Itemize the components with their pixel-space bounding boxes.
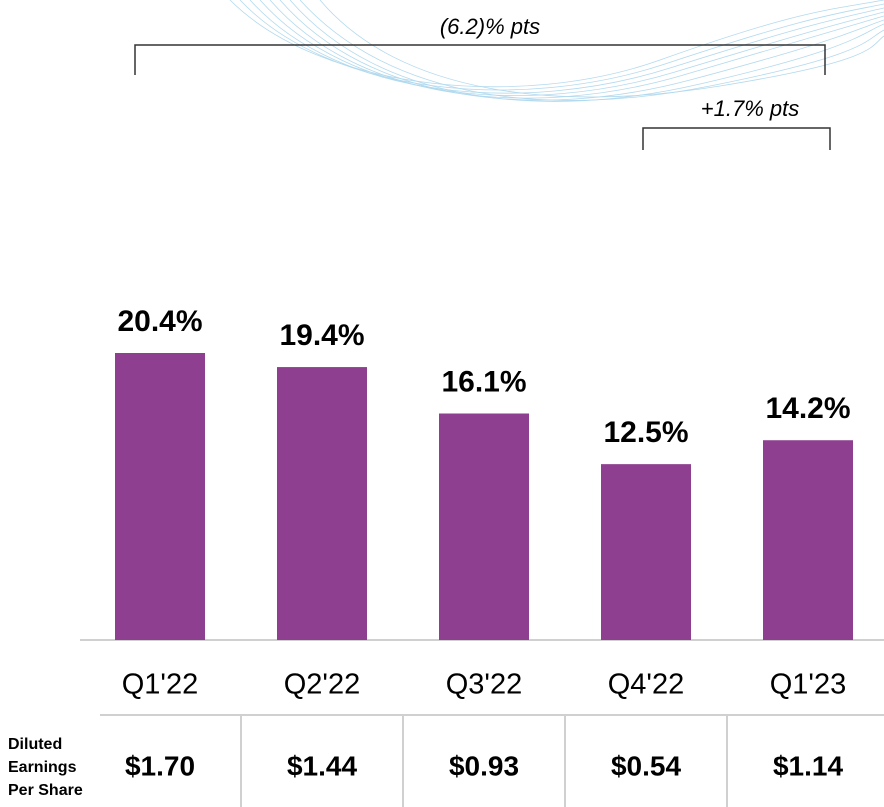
table-cell: $1.14 [773, 750, 843, 781]
bracket [643, 128, 830, 150]
x-tick-label: Q4'22 [608, 669, 684, 701]
bracket [135, 45, 825, 75]
table-label-line: Diluted [8, 736, 62, 753]
value-label: 16.1% [441, 365, 526, 398]
value-label: 20.4% [117, 305, 202, 338]
x-tick-label: Q2'22 [284, 669, 360, 701]
table-label-line: Earnings [8, 759, 77, 776]
value-label: 12.5% [603, 416, 688, 449]
x-tick-label: Q1'23 [770, 669, 846, 701]
x-tick-label: Q3'22 [446, 669, 522, 701]
bar [115, 353, 205, 640]
bar [277, 367, 367, 640]
bar [601, 464, 691, 640]
chart: (6.2)% pts +1.7% pts Diluted Earnings Pe… [0, 0, 884, 807]
value-label: 14.2% [765, 392, 850, 425]
value-label: 19.4% [279, 319, 364, 352]
table-cell: $0.93 [449, 750, 519, 781]
table-label-line: Per Share [8, 782, 83, 799]
bar [439, 413, 529, 640]
decorative-wave [230, 0, 884, 101]
annotation: +1.7% pts [701, 96, 799, 121]
x-tick-label: Q1'22 [122, 669, 198, 701]
table-cell: $1.70 [125, 750, 195, 781]
table-label: Diluted Earnings Per Share [8, 736, 83, 799]
annotation: (6.2)% pts [440, 14, 540, 39]
table-cell: $1.44 [287, 750, 357, 781]
table-cell: $0.54 [611, 750, 681, 781]
bar [763, 440, 853, 640]
